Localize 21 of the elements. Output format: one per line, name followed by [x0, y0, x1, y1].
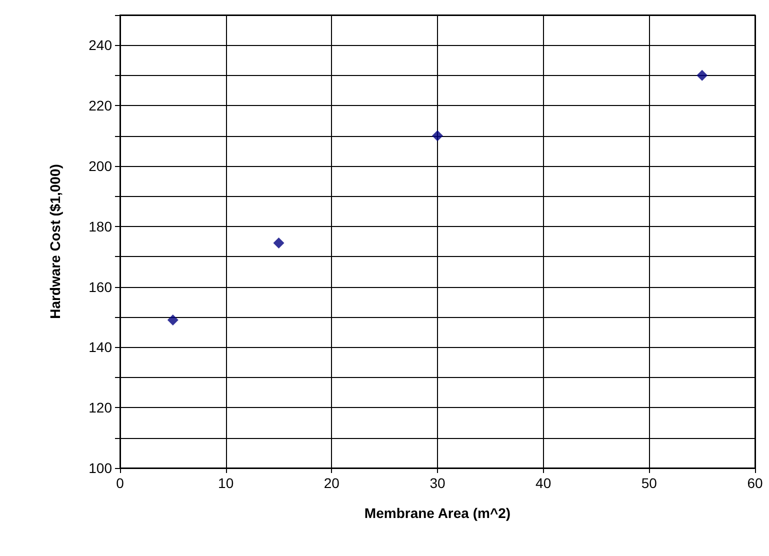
- x-tick-label: 20: [324, 475, 340, 491]
- point: [696, 70, 708, 81]
- x-tick-label: 10: [218, 475, 234, 491]
- y-tick-label: 160: [88, 278, 112, 295]
- x-tick-label: 40: [536, 475, 552, 491]
- y-axis-title: Hardware Cost ($1,000): [47, 164, 63, 319]
- point: [432, 130, 443, 142]
- x-tick-label: 30: [430, 475, 446, 491]
- y-tick-label: 120: [88, 400, 112, 416]
- y-tick-label: 200: [88, 158, 112, 174]
- y-tick-label: 180: [88, 218, 112, 234]
- y-tick-label: 140: [88, 339, 112, 356]
- y-tick-label: 100: [88, 460, 112, 476]
- x-tick-label: 60: [747, 475, 763, 491]
- y-tick-label: 220: [88, 98, 112, 114]
- point: [167, 314, 178, 326]
- x-tick-label: 0: [116, 475, 124, 491]
- x-axis-title: Membrane Area (m^2): [364, 505, 511, 521]
- point: [273, 238, 284, 249]
- y-tick-label: 240: [88, 37, 112, 54]
- x-tick-label: 50: [641, 475, 658, 491]
